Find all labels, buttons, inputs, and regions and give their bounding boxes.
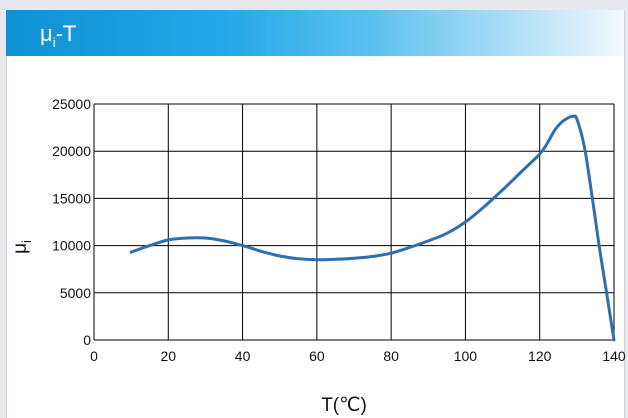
y-tick-label: 15000: [52, 190, 91, 206]
header-title-sub: i: [52, 35, 56, 50]
x-tick-label: 100: [454, 348, 478, 364]
x-tick-label: 60: [309, 348, 325, 364]
tick-labels: 0 20 40 60 80 100 120 140 0 5000 10000 15000 20000 25…: [52, 96, 626, 364]
y-tick-label: 25000: [52, 96, 91, 112]
grid-layer: [93, 103, 615, 341]
series-line: [129, 114, 616, 342]
x-tick-label: 20: [160, 348, 176, 364]
y-axis-label: μi: [10, 240, 34, 254]
x-tick-label: 120: [528, 348, 552, 364]
svg-text:μi: μi: [10, 240, 34, 254]
y-tick-label: 5000: [60, 285, 91, 301]
header-band: [6, 10, 624, 56]
header-title-main: μ: [40, 21, 53, 46]
y-tick-label: 10000: [52, 238, 91, 254]
y-tick-label: 20000: [52, 143, 91, 159]
x-tick-label: 80: [383, 348, 399, 364]
y-tick-label: 0: [83, 332, 91, 348]
header-title: μi-T: [40, 21, 77, 51]
header-title-rest: -T: [55, 21, 77, 46]
chart-panel: [6, 10, 625, 418]
x-tick-label: 140: [602, 348, 626, 364]
y-axis-label-sub: i: [19, 240, 34, 243]
x-tick-label: 0: [90, 348, 98, 364]
x-tick-label: 40: [235, 348, 251, 364]
x-axis-label: T(℃): [321, 395, 367, 416]
y-axis-label-main: μ: [10, 243, 31, 254]
